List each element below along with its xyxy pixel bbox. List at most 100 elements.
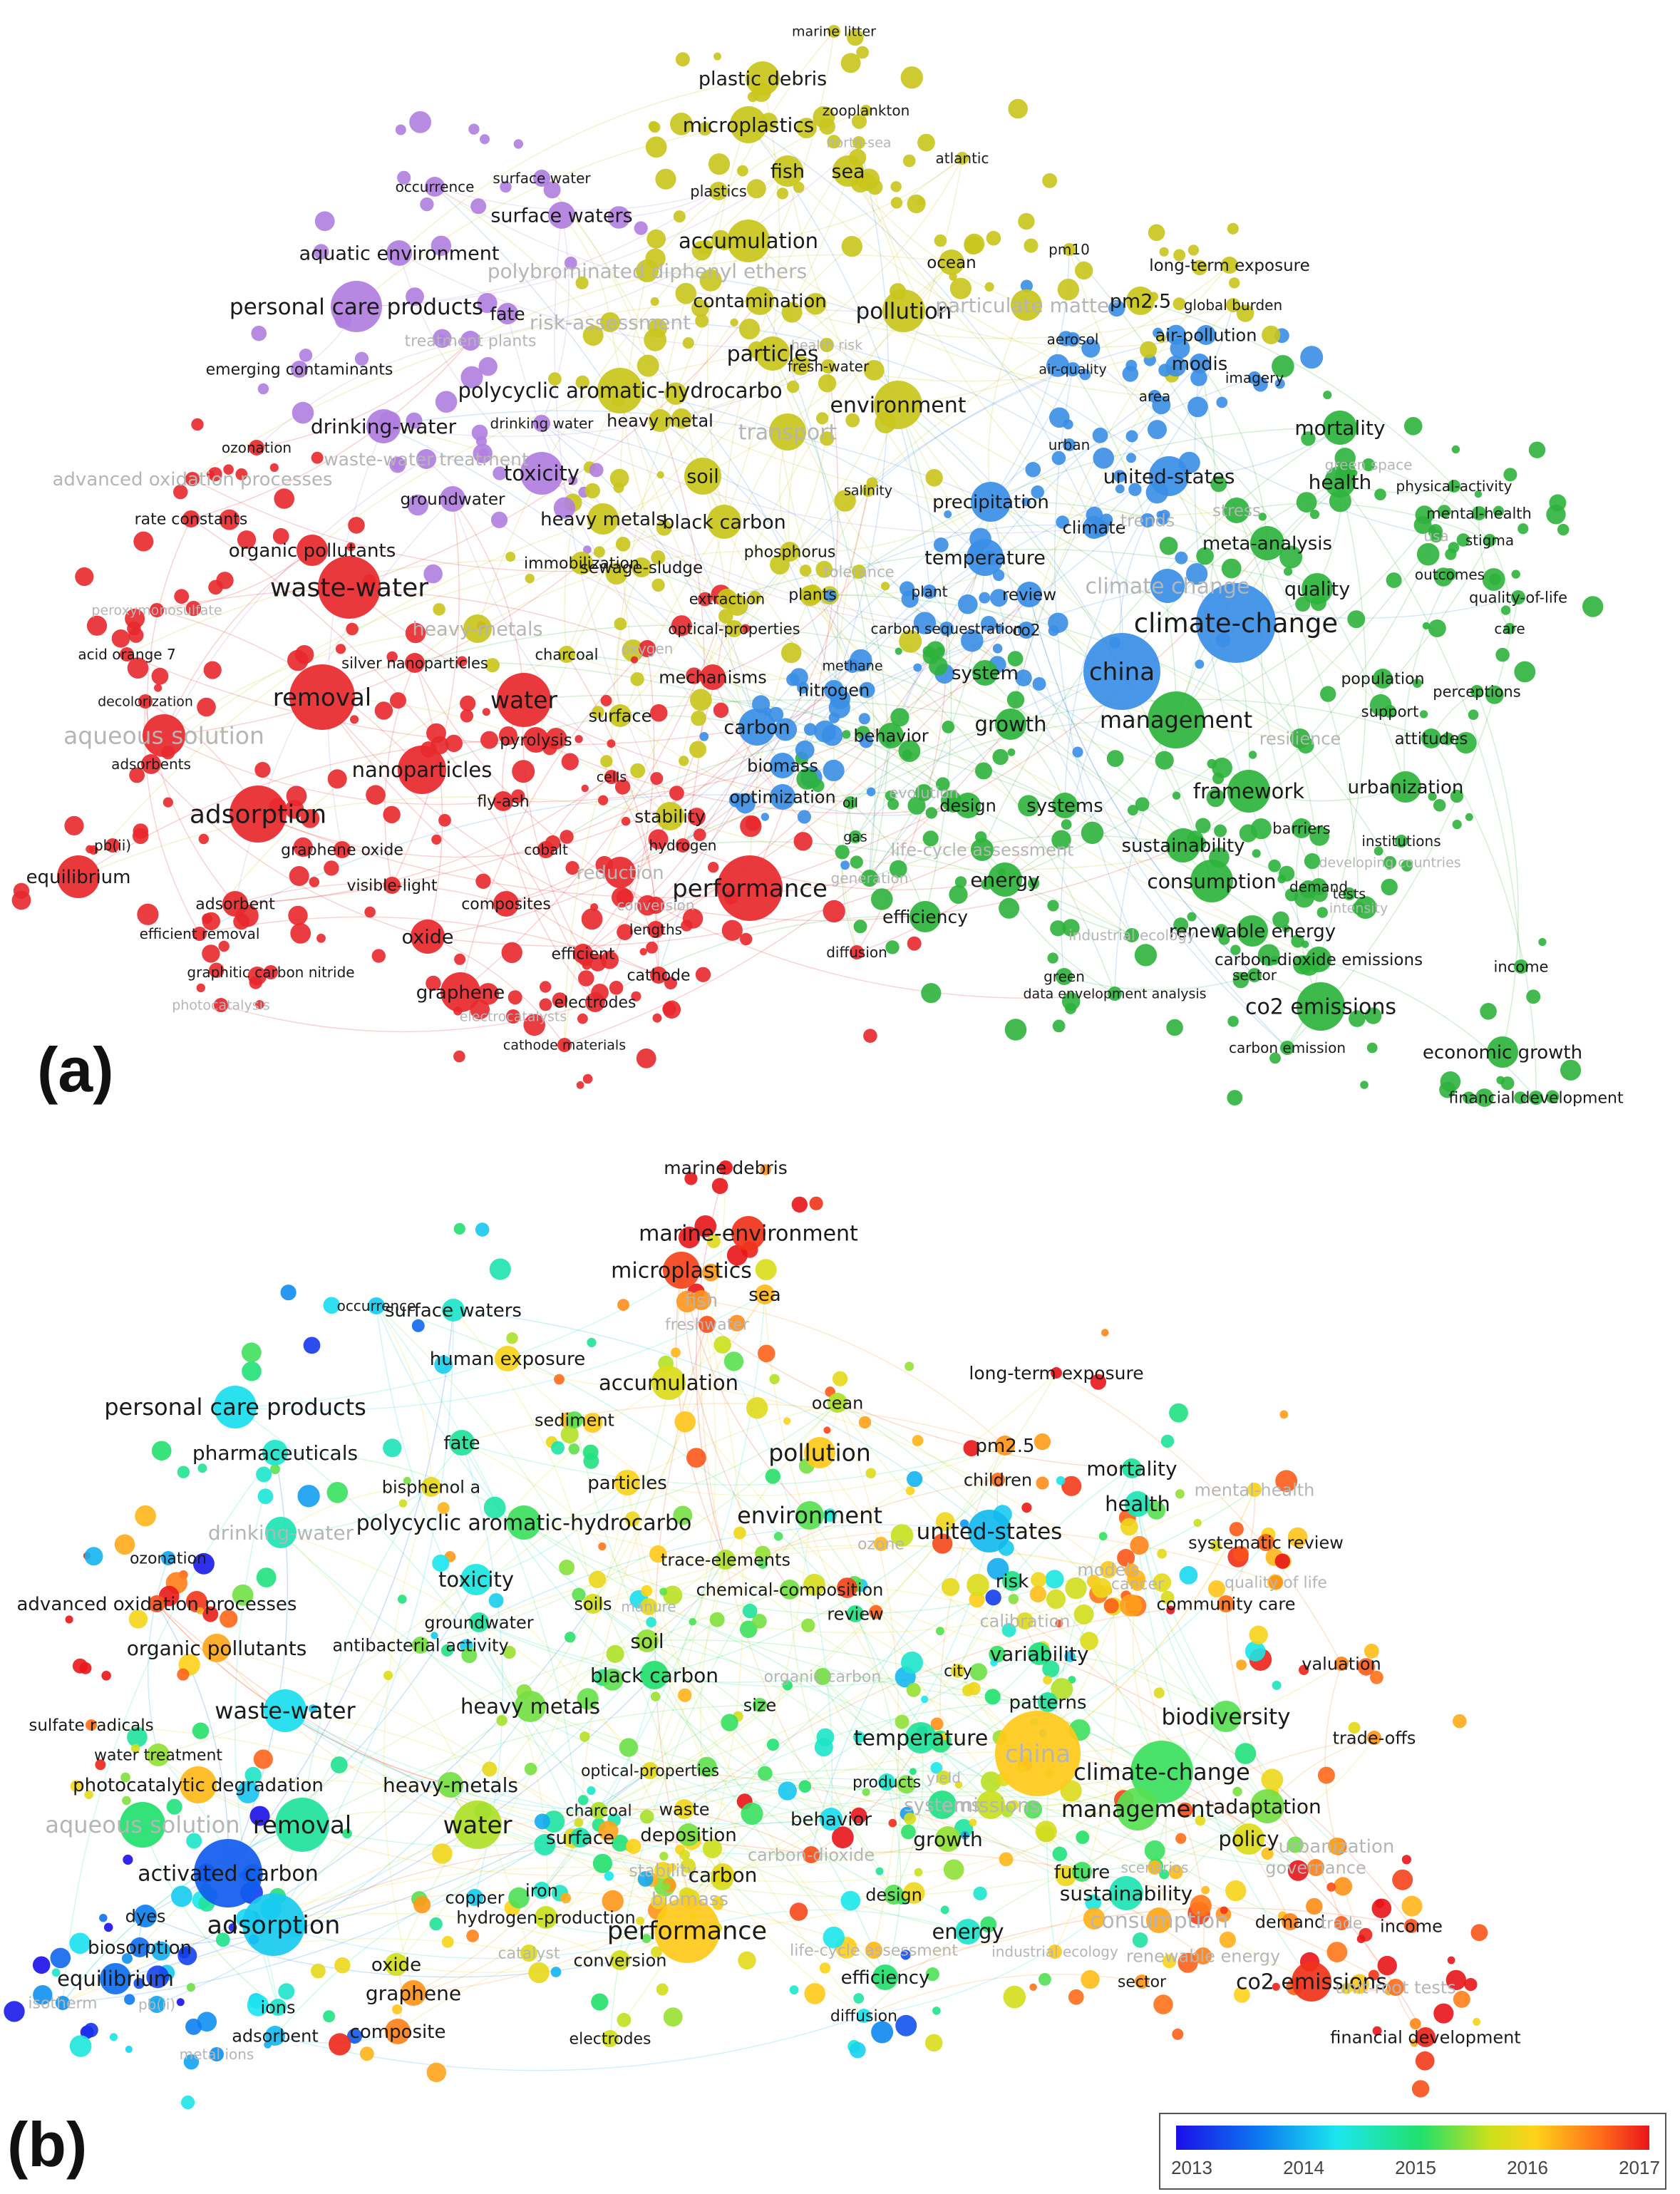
minor-keyword-node xyxy=(1055,1619,1063,1628)
co-occurrence-link xyxy=(689,1580,1013,1900)
keyword-label-climate-change: climate-change xyxy=(1073,1758,1250,1786)
co-occurrence-link xyxy=(566,654,969,806)
minor-keyword-node xyxy=(433,603,445,616)
co-occurrence-link xyxy=(858,571,1301,739)
minor-keyword-node xyxy=(1301,431,1316,446)
minor-keyword-node xyxy=(1021,1503,1032,1513)
co-occurrence-link xyxy=(434,186,905,312)
minor-keyword-node xyxy=(1475,1088,1494,1107)
co-occurrence-link xyxy=(414,521,725,664)
keyword-node-variability xyxy=(1028,1642,1051,1665)
keyword-node-sewage-sludge xyxy=(632,557,651,577)
co-occurrence-link xyxy=(659,420,853,666)
keyword-label-atlantic: atlantic xyxy=(936,150,989,167)
minor-keyword-node xyxy=(655,168,676,190)
keyword-label-renewable-energy: renewable energy xyxy=(1126,1946,1280,1966)
minor-keyword-node xyxy=(901,1824,916,1840)
keyword-node-fresh-water xyxy=(821,359,835,374)
keyword-label-trade: trade xyxy=(1321,1915,1363,1933)
minor-keyword-node xyxy=(565,1632,576,1643)
keyword-node-freshwater xyxy=(699,1316,716,1333)
co-occurrence-link xyxy=(62,1824,303,2004)
minor-keyword-node xyxy=(1309,825,1329,846)
minor-keyword-node xyxy=(1272,911,1289,929)
keyword-label-adaptation: adaptation xyxy=(1213,1795,1321,1818)
minor-keyword-node xyxy=(901,1652,923,1674)
keyword-node-demand xyxy=(1310,878,1327,895)
minor-keyword-node xyxy=(930,1762,943,1774)
keyword-node-advanced-oxidation-processes xyxy=(148,1595,165,1612)
keyword-label-outcomes: outcomes xyxy=(1415,566,1485,583)
minor-keyword-node xyxy=(605,562,628,585)
minor-keyword-node xyxy=(1159,537,1178,555)
keyword-label-freshwater: freshwater xyxy=(665,1317,750,1334)
minor-keyword-node xyxy=(738,1951,756,1969)
keyword-label-north-sea: north-sea xyxy=(826,135,891,151)
keyword-label-trends: trends xyxy=(1120,510,1175,530)
minor-keyword-node xyxy=(207,467,222,482)
co-occurrence-link xyxy=(434,186,719,211)
co-occurrence-link xyxy=(280,1486,432,1533)
keyword-node-ozonation xyxy=(249,440,264,455)
minor-keyword-node xyxy=(151,1441,172,1461)
minor-keyword-node xyxy=(1148,224,1165,242)
minor-keyword-node xyxy=(256,1466,272,1483)
minor-keyword-node xyxy=(1081,1969,1100,1989)
keyword-label-patterns: patterns xyxy=(1009,1692,1086,1714)
keyword-node-air-quality xyxy=(1066,362,1080,376)
keyword-label-toxicity: toxicity xyxy=(504,461,579,485)
keyword-node-design xyxy=(955,793,981,818)
keyword-node-removal xyxy=(275,1798,329,1852)
minor-keyword-node xyxy=(398,1595,407,1604)
co-occurrence-link xyxy=(1403,574,1450,788)
minor-keyword-node xyxy=(1140,341,1158,359)
minor-keyword-node xyxy=(973,1886,987,1901)
keyword-node-stress xyxy=(1224,498,1249,523)
minor-keyword-node xyxy=(1120,1594,1143,1617)
minor-keyword-node xyxy=(1366,1042,1378,1054)
co-occurrence-link xyxy=(561,190,719,219)
minor-keyword-node xyxy=(471,424,488,441)
minor-keyword-node xyxy=(815,560,833,578)
minor-keyword-node xyxy=(1316,907,1329,918)
minor-keyword-node xyxy=(679,1850,690,1860)
minor-keyword-node xyxy=(650,772,664,786)
minor-keyword-node xyxy=(1433,799,1446,812)
minor-keyword-node xyxy=(1031,1572,1046,1588)
minor-keyword-node xyxy=(4,2001,25,2022)
minor-keyword-node xyxy=(639,1810,654,1824)
minor-keyword-node xyxy=(568,1443,580,1455)
keyword-label-fish: fish xyxy=(771,160,805,182)
keyword-label-waste: waste xyxy=(659,1799,709,1819)
minor-keyword-node xyxy=(739,1620,758,1639)
keyword-node-soil xyxy=(684,458,721,495)
co-occurrence-link xyxy=(581,142,860,564)
keyword-node-toxicity xyxy=(460,1564,492,1595)
minor-keyword-node xyxy=(1451,445,1460,454)
minor-keyword-node xyxy=(865,1468,877,1479)
minor-keyword-node xyxy=(1453,1990,1470,2008)
minor-keyword-node xyxy=(740,815,762,838)
minor-keyword-node xyxy=(656,520,672,536)
keyword-label-pm2-5: pm2.5 xyxy=(1110,290,1171,312)
keyword-label-oil: oil xyxy=(842,795,858,811)
minor-keyword-node xyxy=(819,1962,831,1974)
minor-keyword-node xyxy=(709,1612,725,1627)
keyword-node-air-pollution xyxy=(1196,325,1216,345)
minor-keyword-node xyxy=(949,277,972,299)
keyword-label-sea: sea xyxy=(831,160,865,182)
keyword-node-care xyxy=(1504,623,1515,634)
keyword-node-heavy-metal xyxy=(649,409,671,432)
minor-keyword-node xyxy=(503,1646,516,1659)
keyword-node-oxygen xyxy=(639,640,656,657)
minor-keyword-node xyxy=(1029,1983,1037,1991)
co-occurrence-link xyxy=(523,1522,1039,1754)
keyword-node-yield xyxy=(937,1771,951,1785)
keyword-node-carbon-sequestration xyxy=(939,622,954,636)
keyword-label-oxygen: oxygen xyxy=(622,640,674,657)
keyword-label-evolution: evolution xyxy=(889,784,959,801)
minor-keyword-node xyxy=(867,179,883,195)
co-occurrence-link xyxy=(759,300,1234,339)
keyword-node-demand xyxy=(1282,1913,1299,1930)
co-occurrence-link xyxy=(812,594,1301,739)
